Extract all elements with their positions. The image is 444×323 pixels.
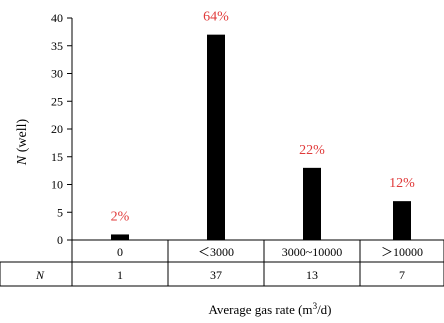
percent-label: 12% — [389, 176, 415, 191]
y-tick-label: 15 — [51, 150, 63, 164]
percent-label: 2% — [111, 209, 130, 224]
table-cell: 37 — [210, 268, 222, 282]
y-tick-label: 25 — [51, 94, 63, 108]
y-tick-label: 5 — [57, 205, 63, 219]
percent-labels: 2% 64% 22% 12% — [111, 10, 416, 225]
x-tick-label: 0 — [117, 245, 123, 259]
x-axis-label: Average gas rate (m3/d) — [208, 301, 331, 317]
y-tick-label: 35 — [51, 39, 63, 53]
bar — [207, 34, 225, 241]
y-axis-label: N (well) — [15, 119, 30, 167]
y-tick-label: 30 — [51, 67, 63, 81]
table-cell: 13 — [306, 268, 318, 282]
table-cell: 1 — [117, 268, 123, 282]
bar — [303, 167, 321, 240]
table-row-label: N — [35, 268, 45, 282]
x-tick-label: ＞10000 — [381, 245, 423, 259]
table-cell: 7 — [399, 268, 405, 282]
y-axis: 0 5 10 15 20 25 30 35 40 — [51, 11, 73, 262]
x-tick-label: 3000~10000 — [282, 245, 343, 259]
y-tick-label: 0 — [57, 233, 63, 247]
bar — [111, 234, 129, 240]
bar — [393, 201, 411, 240]
y-tick-label: 40 — [51, 11, 63, 25]
y-tick-label: 10 — [51, 178, 63, 192]
percent-label: 64% — [203, 10, 229, 25]
bars — [111, 34, 411, 241]
percent-label: 22% — [299, 143, 325, 158]
x-tick-label: ＜3000 — [198, 245, 234, 259]
y-tick-label: 20 — [51, 122, 63, 136]
